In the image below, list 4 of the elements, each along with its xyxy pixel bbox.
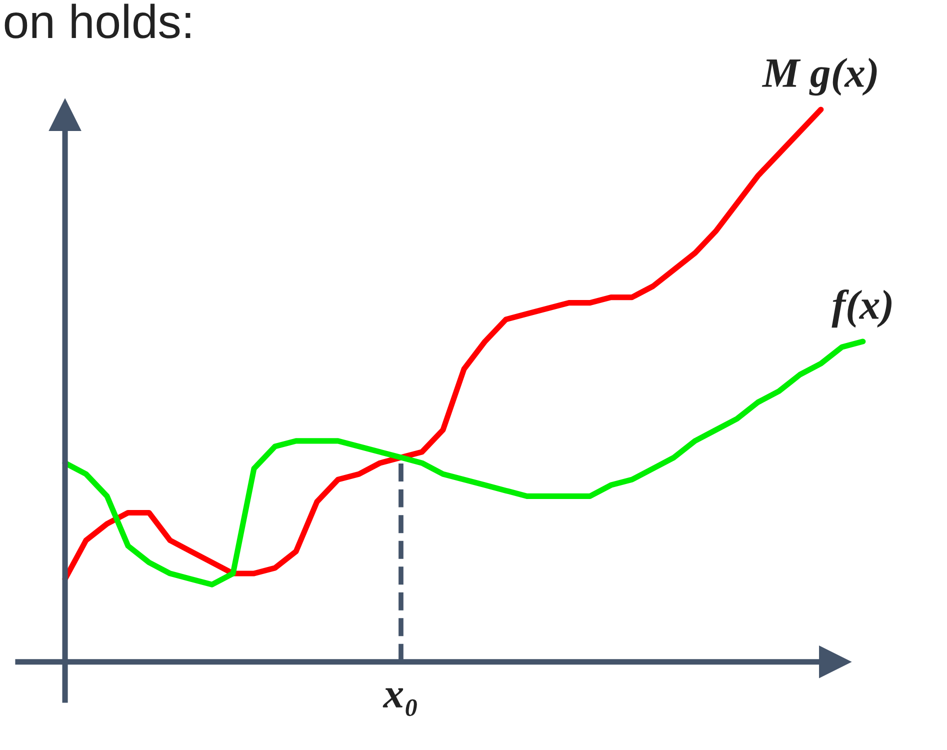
series-label: M g(x) xyxy=(762,58,877,96)
chart-title: on holds: xyxy=(4,4,190,38)
text: x₀ xyxy=(382,688,417,716)
series-label: f(x) xyxy=(832,289,892,328)
